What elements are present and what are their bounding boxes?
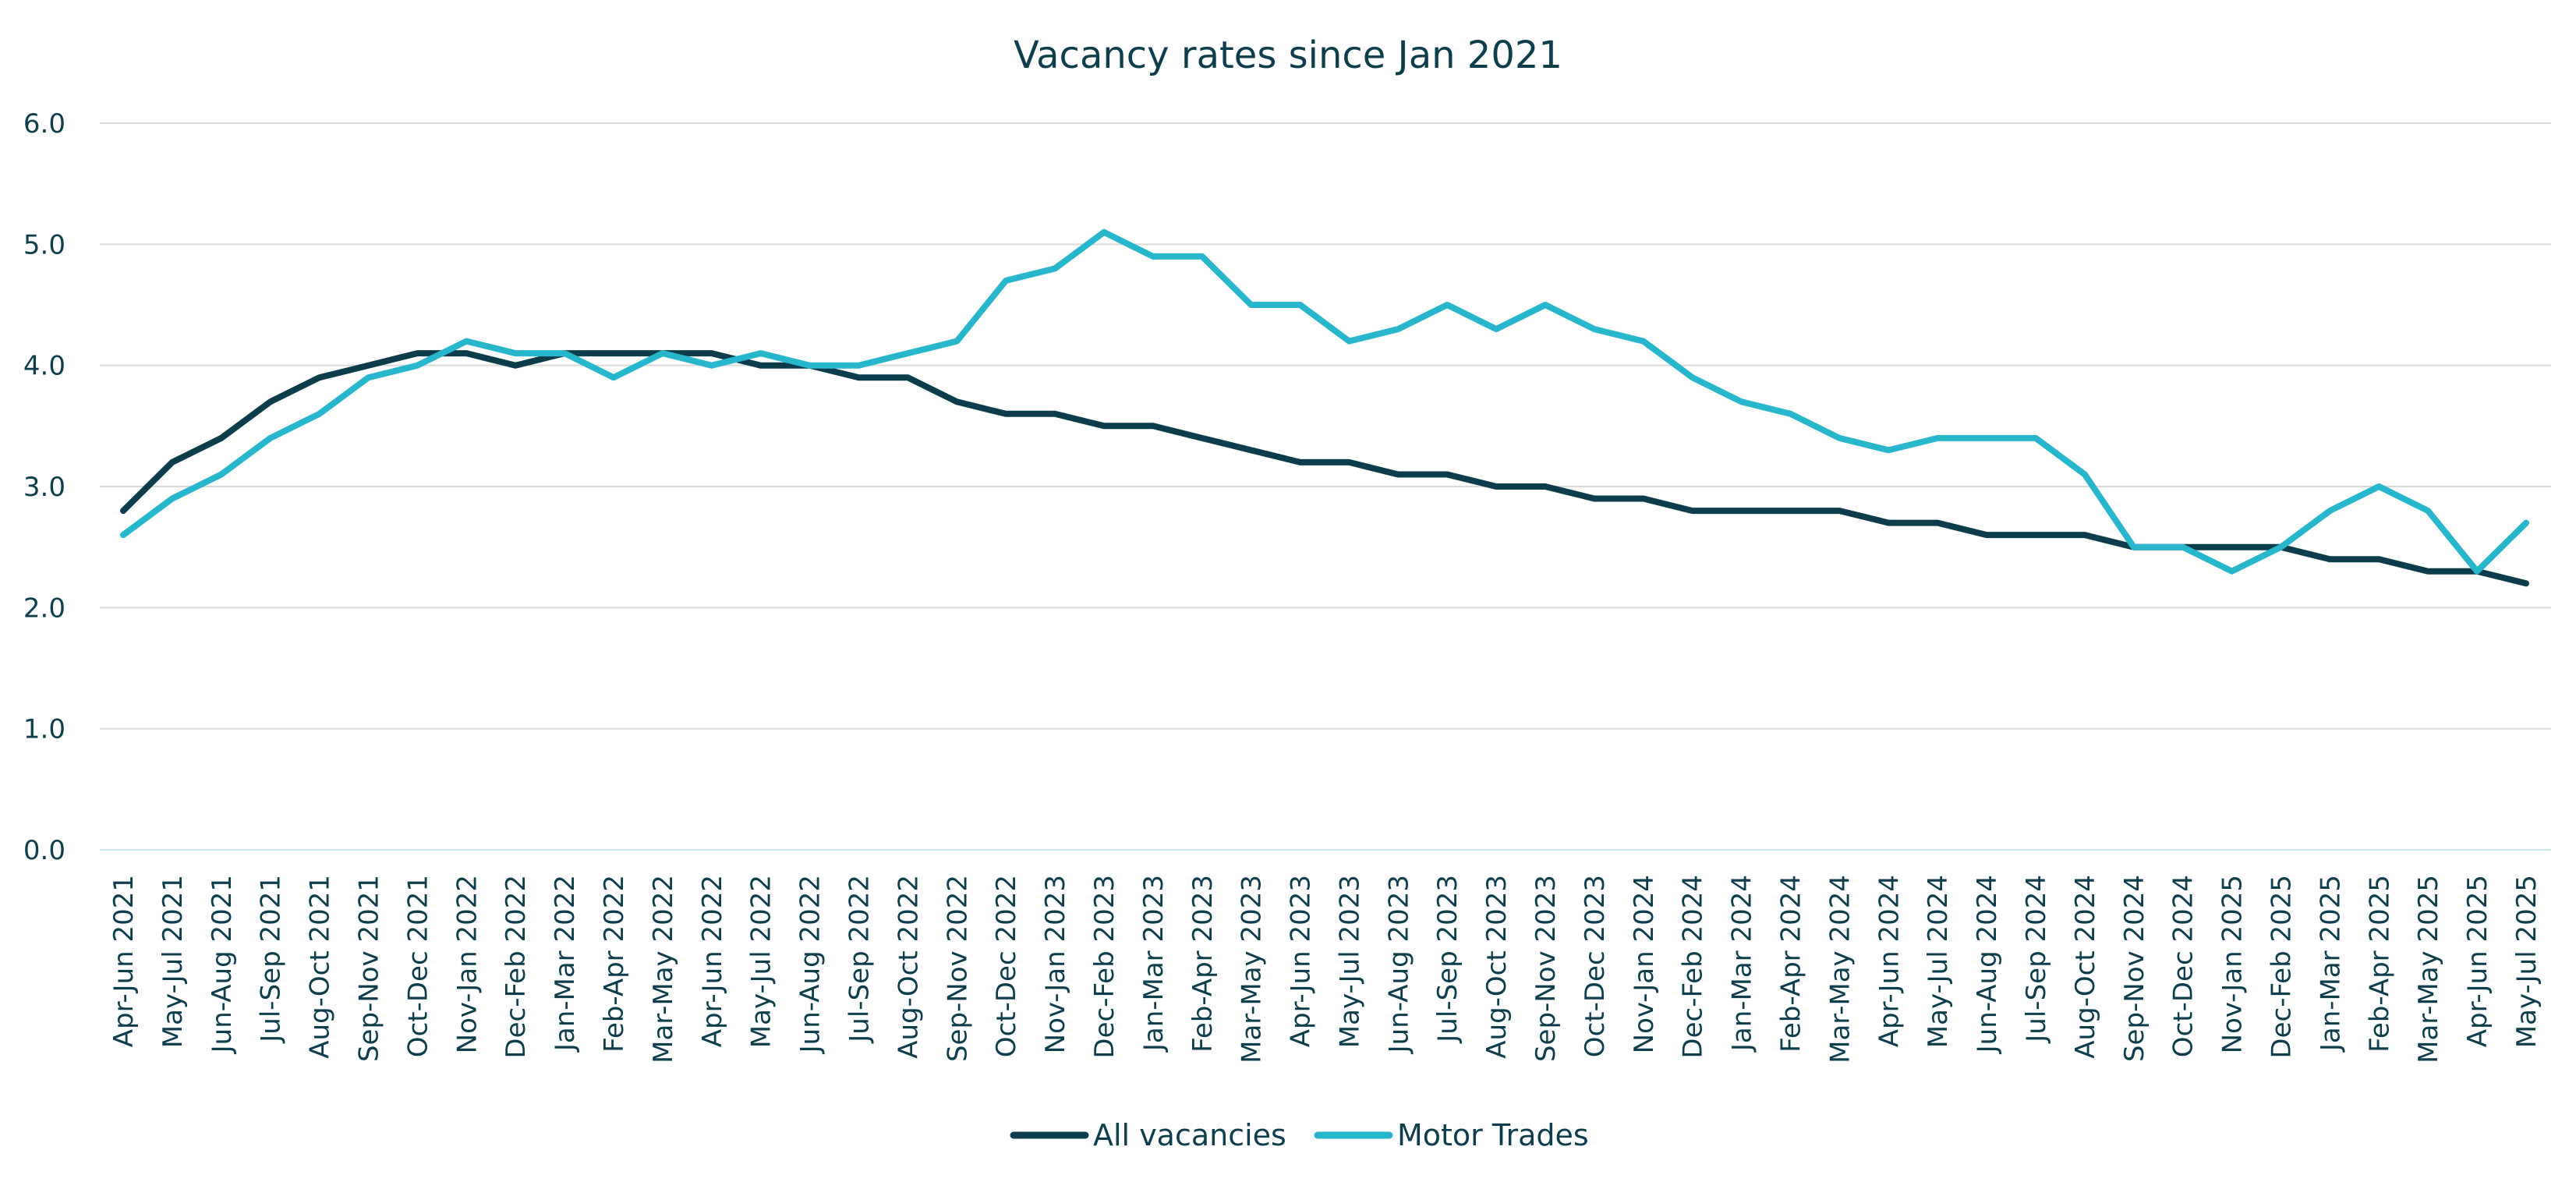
x-tick-label: Apr-Jun 2022 (697, 875, 728, 1047)
x-tick-label: Jun-Aug 2022 (795, 875, 826, 1054)
x-tick-label: Aug-Oct 2023 (1481, 875, 1513, 1059)
x-tick-label: Jun-Aug 2024 (1972, 875, 2003, 1054)
x-tick-label: Mar-May 2022 (648, 875, 679, 1063)
x-tick-label: Apr-Jun 2024 (1874, 875, 1905, 1047)
gridlines (100, 122, 2551, 851)
legend-label: Motor Trades (1397, 1118, 1589, 1152)
x-tick-label: Feb-Apr 2024 (1776, 875, 1807, 1053)
x-tick-label: Aug-Oct 2024 (2070, 875, 2101, 1059)
x-tick-label: Nov-Jan 2022 (451, 875, 483, 1053)
x-tick-label: Oct-Dec 2022 (991, 875, 1022, 1057)
x-tick-label: Oct-Dec 2021 (402, 875, 433, 1057)
series-lines (120, 228, 2529, 587)
x-tick-label: May-Jul 2024 (1923, 875, 1954, 1048)
legend: All vacancies Motor Trades (1010, 1118, 1589, 1152)
x-tick-label: Nov-Jan 2025 (2217, 875, 2249, 1053)
x-tick-label: Jan-Mar 2023 (1138, 875, 1169, 1053)
x-axis-ticks: Apr-Jun 2021 May-Jul 2021 Jun-Aug 2021 Jul-… (108, 875, 2542, 1063)
x-tick-label: Jul-Sep 2021 (256, 875, 287, 1044)
y-tick-label: 6.0 (23, 108, 65, 140)
x-tick-label: Feb-Apr 2022 (599, 875, 630, 1053)
x-tick-label: Feb-Apr 2023 (1187, 875, 1219, 1053)
x-tick-label: Mar-May 2023 (1237, 875, 1268, 1063)
x-tick-label: Aug-Oct 2021 (305, 875, 336, 1059)
x-tick-label: May-Jul 2025 (2511, 875, 2542, 1048)
x-tick-label: Mar-May 2024 (1824, 875, 1856, 1063)
x-tick-label: Apr-Jun 2021 (108, 875, 140, 1047)
y-tick-label: 4.0 (23, 351, 65, 382)
x-tick-label: Aug-Oct 2022 (893, 875, 924, 1059)
x-tick-label: Dec-Feb 2024 (1678, 875, 1709, 1059)
y-tick-label: 2.0 (23, 593, 65, 624)
x-tick-label: Oct-Dec 2023 (1580, 875, 1611, 1057)
x-tick-label: Oct-Dec 2024 (2168, 875, 2199, 1057)
legend-label: All vacancies (1093, 1118, 1286, 1152)
y-tick-label: 3.0 (23, 472, 65, 503)
x-tick-label: Sep-Nov 2023 (1530, 875, 1562, 1062)
x-tick-label: Jul-Sep 2024 (2021, 875, 2052, 1044)
x-tick-label: Apr-Jun 2023 (1286, 875, 1317, 1047)
x-tick-label: Jan-Mar 2025 (2315, 875, 2346, 1053)
y-axis-ticks: 0.0 1.0 2.0 3.0 4.0 5.0 6.0 (23, 108, 65, 866)
x-tick-label: Feb-Apr 2025 (2364, 875, 2395, 1053)
series-line-1 (120, 228, 2529, 575)
y-tick-label: 5.0 (23, 229, 65, 260)
x-tick-label: Jun-Aug 2023 (1383, 875, 1414, 1054)
x-tick-label: Jan-Mar 2022 (550, 875, 581, 1053)
x-tick-label: May-Jul 2021 (157, 875, 189, 1048)
y-tick-label: 1.0 (23, 714, 65, 745)
x-tick-label: Dec-Feb 2023 (1089, 875, 1120, 1059)
x-tick-label: Nov-Jan 2023 (1040, 875, 1071, 1053)
x-tick-label: Jan-Mar 2024 (1727, 875, 1758, 1053)
x-tick-label: Apr-Jun 2025 (2462, 875, 2493, 1047)
x-tick-label: Mar-May 2025 (2413, 875, 2444, 1063)
x-tick-label: Jul-Sep 2023 (1432, 875, 1463, 1044)
x-tick-label: Jul-Sep 2022 (844, 875, 875, 1044)
x-tick-label: Sep-Nov 2022 (942, 875, 973, 1062)
x-tick-label: Nov-Jan 2024 (1629, 875, 1660, 1053)
x-tick-label: Sep-Nov 2024 (2119, 875, 2150, 1062)
chart-title: Vacancy rates since Jan 2021 (1014, 34, 1562, 77)
x-tick-label: May-Jul 2023 (1334, 875, 1365, 1048)
x-tick-label: Jun-Aug 2021 (207, 875, 238, 1054)
y-tick-label: 0.0 (23, 835, 65, 866)
x-tick-label: Dec-Feb 2022 (501, 875, 532, 1059)
series-line-0 (120, 350, 2529, 587)
x-tick-label: Dec-Feb 2025 (2266, 875, 2298, 1059)
x-tick-label: May-Jul 2022 (746, 875, 777, 1048)
x-tick-label: Sep-Nov 2021 (353, 875, 384, 1062)
